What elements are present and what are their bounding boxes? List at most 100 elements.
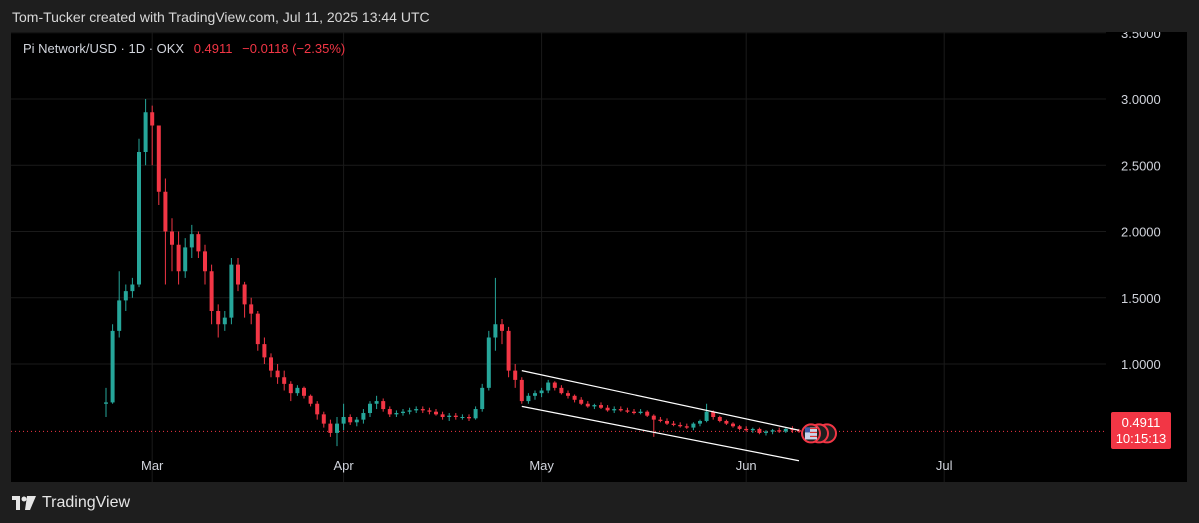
candle-body xyxy=(123,291,128,301)
chart-legend: Pi Network/USD · 1D · OKX 0.4911 −0.0118… xyxy=(23,41,345,56)
candle-body xyxy=(361,413,366,420)
candle-body xyxy=(163,191,168,232)
x-tick-label: Mar xyxy=(141,458,164,473)
candle-body xyxy=(744,428,749,431)
candle-body xyxy=(737,426,742,429)
candle-body xyxy=(348,417,353,423)
candle-body xyxy=(460,417,465,418)
candle-body xyxy=(691,423,696,428)
candle-body xyxy=(170,231,174,245)
tradingview-logo-icon xyxy=(12,496,36,510)
candle-body xyxy=(605,407,610,411)
candle-body xyxy=(770,430,775,432)
candle-body xyxy=(790,428,795,431)
candle-body xyxy=(308,395,313,404)
candle-body xyxy=(420,409,425,411)
candle-body xyxy=(546,382,551,391)
candle-body xyxy=(612,409,617,411)
candle-body xyxy=(632,411,636,414)
legend-last-price: 0.4911 xyxy=(193,41,233,56)
candle-body xyxy=(519,379,524,402)
candle-body xyxy=(717,417,722,421)
candle-body xyxy=(480,387,485,410)
candle-body xyxy=(434,411,438,415)
candle-body xyxy=(249,304,254,314)
candle-body xyxy=(321,414,326,424)
candle-body xyxy=(189,234,194,248)
legend-change: −0.0118 (−2.35%) xyxy=(242,41,346,56)
candle-body xyxy=(572,395,577,400)
candle-body xyxy=(599,405,603,408)
candle-body xyxy=(117,300,122,331)
y-tick-label: 3.0000 xyxy=(1121,92,1161,107)
candle-body xyxy=(183,247,188,272)
candle-body xyxy=(255,313,260,345)
candle-body xyxy=(704,411,709,421)
candle-body xyxy=(229,264,234,318)
candle-body xyxy=(381,401,386,410)
candlestick-chart[interactable]: 3.5000 3.0000 2.5000 2.0000 1.5000 1.0000 Mar A… xyxy=(11,32,1187,482)
candle-body xyxy=(275,370,280,378)
candle-body xyxy=(368,403,372,414)
candle-body xyxy=(110,330,115,403)
y-tick-label: 1.5000 xyxy=(1121,291,1161,306)
candle-body xyxy=(579,399,584,404)
last-price-tag: 0.4911 10:15:13 xyxy=(1111,412,1171,449)
trendline-upper xyxy=(521,370,800,431)
candle-body xyxy=(764,431,768,433)
candle-body xyxy=(401,411,405,414)
candle-body xyxy=(150,112,155,126)
candle-body xyxy=(539,390,544,394)
chart-area[interactable]: Pi Network/USD · 1D · OKX 0.4911 −0.0118… xyxy=(11,32,1187,482)
candle-body xyxy=(731,423,735,427)
candle-body xyxy=(269,357,273,371)
x-tick-label: Jul xyxy=(936,458,953,473)
candle-body xyxy=(658,419,663,421)
candle-body xyxy=(453,415,458,417)
candle-body xyxy=(592,405,597,407)
candle-body xyxy=(295,387,300,394)
candle-body xyxy=(137,152,141,285)
candle-body xyxy=(143,112,148,152)
candle-body xyxy=(684,426,689,428)
candle-body xyxy=(447,415,452,417)
candle-body xyxy=(341,417,346,424)
price-tag-countdown: 10:15:13 xyxy=(1115,431,1167,446)
y-tick-label: 3.5000 xyxy=(1121,32,1161,41)
candle-body xyxy=(203,251,207,272)
candle-body xyxy=(328,423,333,433)
candle-body xyxy=(288,383,293,394)
candle-body xyxy=(374,401,379,404)
candle-body xyxy=(724,420,729,424)
x-tick-label: May xyxy=(529,458,554,473)
candle-body xyxy=(671,423,676,425)
tradingview-footer[interactable]: TradingView xyxy=(12,494,130,512)
candle-body xyxy=(427,410,432,412)
candle-body xyxy=(130,284,135,292)
candle-body xyxy=(552,382,557,388)
candle-body xyxy=(566,393,570,396)
candle-body xyxy=(315,403,320,415)
candle-body xyxy=(387,409,392,415)
candle-body xyxy=(236,264,240,285)
legend-symbol: Pi Network/USD · 1D · OKX xyxy=(23,41,185,56)
candle-body xyxy=(797,430,801,432)
candle-body xyxy=(526,395,531,402)
y-tick-label: 2.0000 xyxy=(1121,225,1161,240)
candle-body xyxy=(757,428,762,433)
footer-brand: TradingView xyxy=(42,494,131,511)
attribution-text: Tom-Tucker created with TradingView.com,… xyxy=(12,9,430,25)
candle-body xyxy=(262,344,267,358)
candle-body xyxy=(407,410,412,412)
y-tick-label: 2.5000 xyxy=(1121,158,1161,173)
candle-body xyxy=(222,317,227,325)
candle-body xyxy=(209,271,214,311)
candle-body xyxy=(559,387,564,394)
candle-body xyxy=(750,428,755,431)
candle-body xyxy=(176,244,181,272)
candle-body xyxy=(585,403,590,407)
price-tag-value: 0.4911 xyxy=(1121,415,1161,430)
candle-body xyxy=(698,420,702,424)
candle-body xyxy=(414,409,419,411)
us-flag-canton xyxy=(805,427,810,433)
